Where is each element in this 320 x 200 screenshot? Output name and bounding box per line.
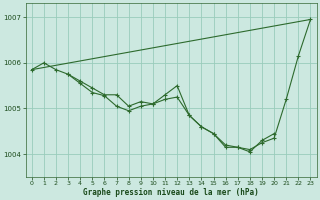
X-axis label: Graphe pression niveau de la mer (hPa): Graphe pression niveau de la mer (hPa) <box>83 188 259 197</box>
